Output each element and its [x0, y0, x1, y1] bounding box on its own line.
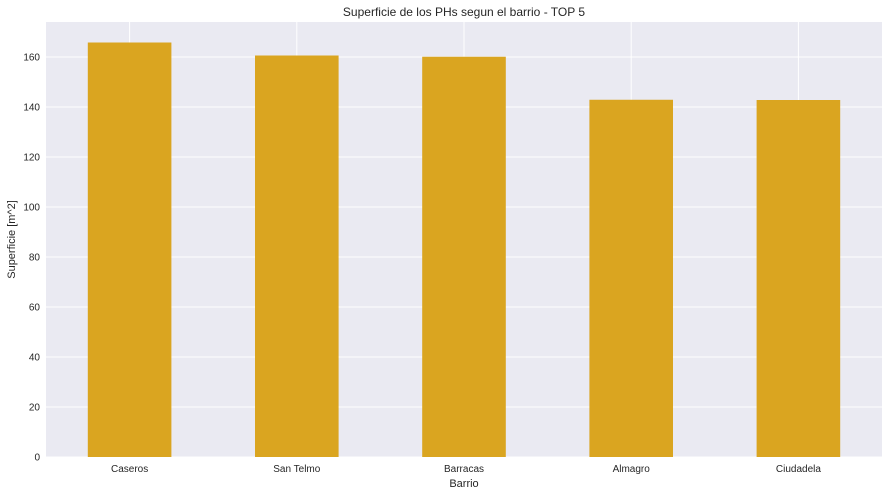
x-tick-label: Barracas [444, 464, 484, 475]
x-tick-label: Caseros [111, 464, 148, 475]
x-tick-label: Almagro [613, 464, 651, 475]
chart-title: Superficie de los PHs segun el barrio - … [343, 5, 585, 19]
x-tick-label: San Telmo [273, 464, 321, 475]
bar-barracas [422, 56, 506, 457]
y-tick-label: 60 [29, 303, 41, 314]
y-axis-ticks: 0 20 40 60 80 100 120 140 160 [23, 53, 40, 464]
bar-san-telmo [255, 55, 339, 457]
x-tick-label: Ciudadela [776, 464, 821, 475]
y-tick-label: 80 [29, 253, 41, 264]
y-tick-label: 140 [23, 103, 40, 114]
bar-almagro [589, 99, 673, 457]
y-tick-label: 120 [23, 153, 40, 164]
bar-ciudadela [756, 100, 841, 457]
y-tick-label: 0 [34, 453, 40, 464]
y-tick-label: 160 [23, 53, 40, 64]
bars [87, 42, 841, 457]
x-axis-ticks: Caseros San Telmo Barracas Almagro Ciudadela [111, 464, 821, 475]
y-tick-label: 20 [29, 403, 41, 414]
bar-caseros [87, 42, 172, 457]
y-tick-label: 100 [23, 203, 40, 214]
x-axis-label: Barrio [449, 478, 478, 490]
y-tick-label: 40 [29, 353, 41, 364]
y-axis-label: Superficie [m^2] [6, 200, 18, 279]
